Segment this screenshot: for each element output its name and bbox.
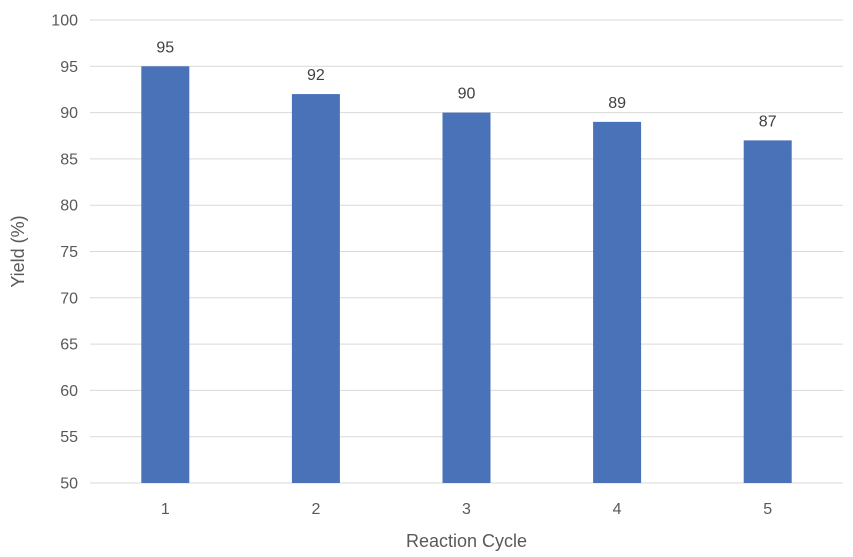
y-tick-label: 55 bbox=[60, 429, 78, 446]
y-tick-label: 85 bbox=[60, 151, 78, 168]
data-label: 89 bbox=[608, 95, 626, 112]
y-tick-label: 95 bbox=[60, 59, 78, 76]
x-tick-label: 3 bbox=[462, 501, 471, 518]
y-axis-title: Yield (%) bbox=[8, 215, 28, 287]
y-tick-label: 70 bbox=[60, 290, 78, 307]
x-axis-title: Reaction Cycle bbox=[406, 531, 527, 551]
x-tick-label: 5 bbox=[763, 501, 772, 518]
y-axis-ticks: 50 55 60 65 70 75 80 85 90 95 100 bbox=[51, 13, 78, 493]
bar bbox=[593, 121, 642, 484]
data-label: 90 bbox=[458, 86, 476, 103]
bar bbox=[141, 66, 190, 484]
bar bbox=[291, 94, 340, 483]
data-label: 95 bbox=[156, 39, 174, 56]
y-tick-label: 75 bbox=[60, 244, 78, 261]
data-label: 87 bbox=[759, 113, 777, 130]
x-tick-label: 1 bbox=[161, 501, 170, 518]
y-tick-label: 80 bbox=[60, 198, 78, 215]
x-tick-label: 2 bbox=[311, 501, 320, 518]
y-tick-label: 65 bbox=[60, 337, 78, 354]
x-tick-label: 4 bbox=[613, 501, 622, 518]
bar bbox=[743, 140, 792, 483]
bar bbox=[442, 112, 491, 483]
y-tick-label: 90 bbox=[60, 105, 78, 122]
data-label: 92 bbox=[307, 67, 325, 84]
y-tick-label: 100 bbox=[51, 13, 78, 30]
bars bbox=[141, 66, 792, 484]
y-tick-label: 60 bbox=[60, 383, 78, 400]
y-tick-label: 50 bbox=[60, 476, 78, 493]
data-labels: 95 92 90 89 87 bbox=[156, 39, 776, 130]
x-axis-ticks: 1 2 3 4 5 bbox=[161, 501, 772, 518]
